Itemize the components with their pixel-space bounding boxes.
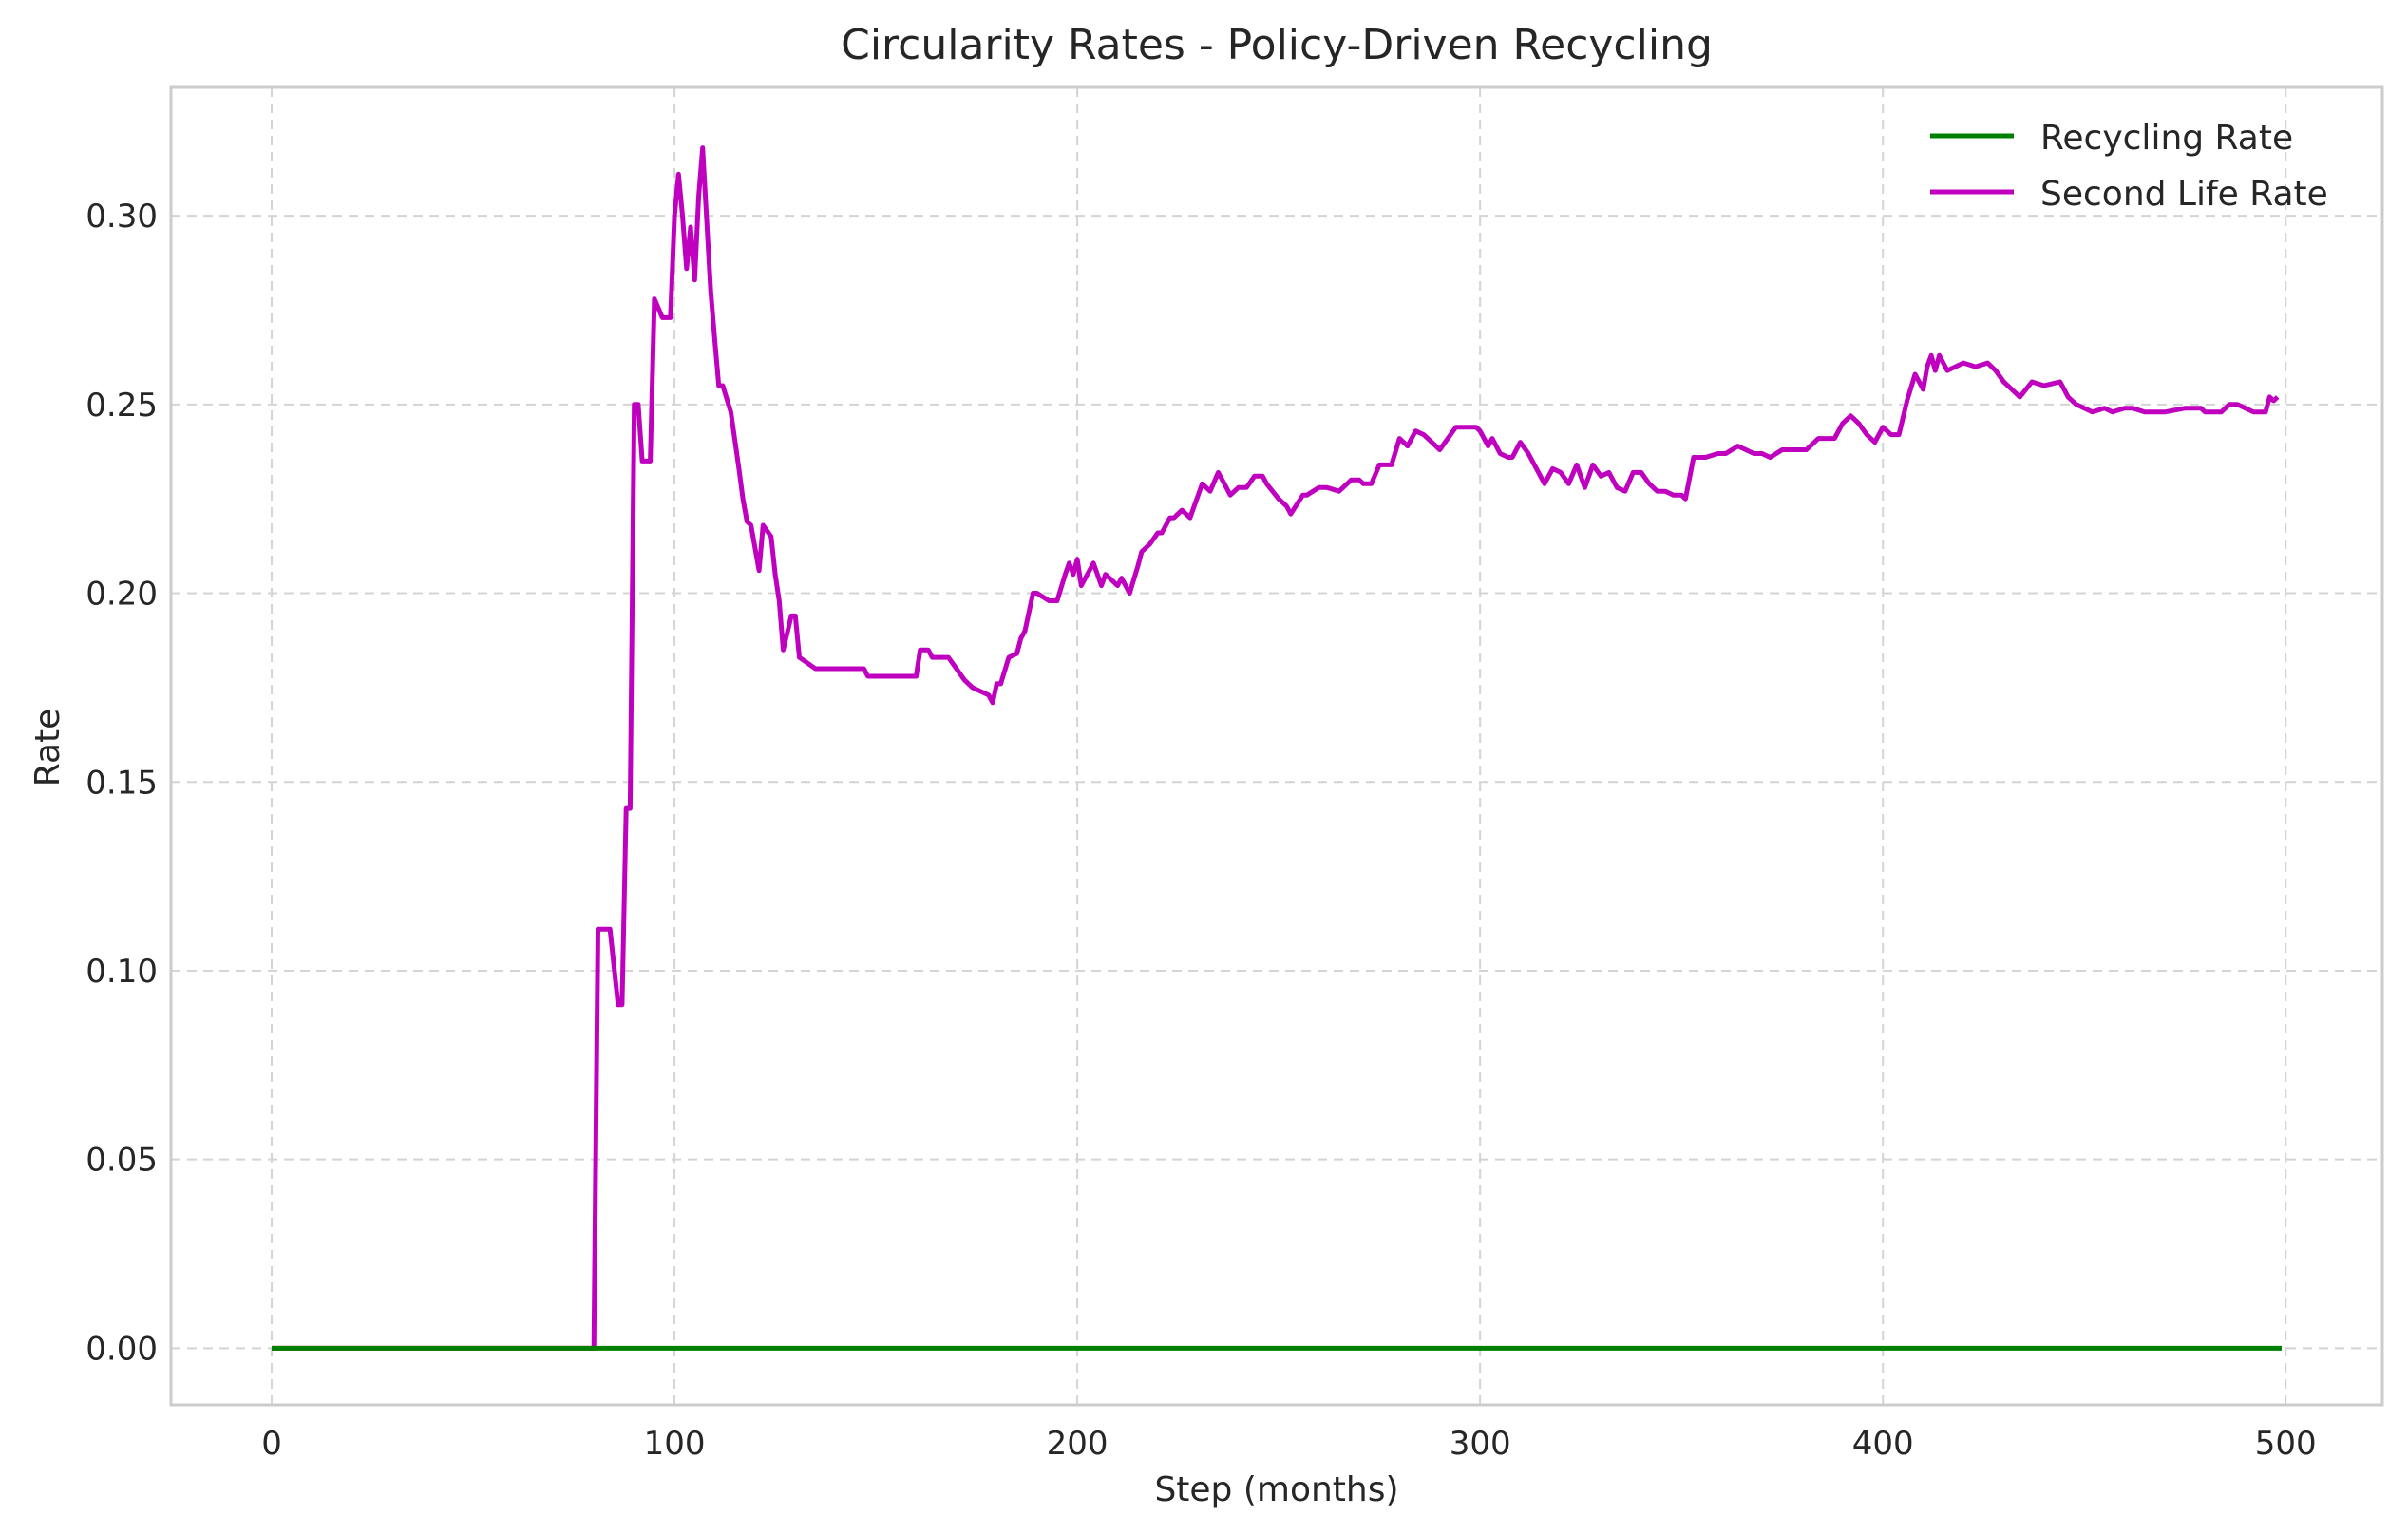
x-tick-label: 0 <box>261 1425 282 1463</box>
tick-labels: 0 100 200 300 400 500 0.00 0.05 0.10 0.15 0.20 0.25… <box>85 198 2316 1463</box>
x-tick-label: 200 <box>1047 1425 1109 1463</box>
y-tick-label: 0.20 <box>85 576 158 614</box>
x-tick-label: 100 <box>644 1425 706 1463</box>
legend-label-recycling-rate: Recycling Rate <box>2040 119 2293 158</box>
x-tick-label: 300 <box>1450 1425 1511 1463</box>
y-axis-label: Rate <box>28 709 67 787</box>
y-tick-label: 0.05 <box>85 1142 158 1180</box>
y-tick-label: 0.00 <box>85 1330 158 1368</box>
x-tick-label: 500 <box>2255 1425 2317 1463</box>
y-tick-label: 0.10 <box>85 953 158 991</box>
legend-label-second-life-rate: Second Life Rate <box>2040 175 2328 214</box>
y-tick-label: 0.30 <box>85 198 158 236</box>
x-tick-label: 400 <box>1852 1425 1914 1463</box>
x-axis-label: Step (months) <box>1154 1470 1398 1509</box>
series-lines <box>272 145 2282 1351</box>
y-tick-label: 0.15 <box>85 764 158 802</box>
grid-lines <box>171 87 2382 1405</box>
second-life-rate-line <box>272 145 2280 1351</box>
y-tick-label: 0.25 <box>85 387 158 425</box>
chart-title: Circularity Rates - Policy-Driven Recycl… <box>841 21 1713 69</box>
plot-background <box>171 87 2382 1405</box>
legend: Recycling Rate Second Life Rate <box>1930 119 2328 214</box>
plot-frame <box>169 85 2384 1407</box>
